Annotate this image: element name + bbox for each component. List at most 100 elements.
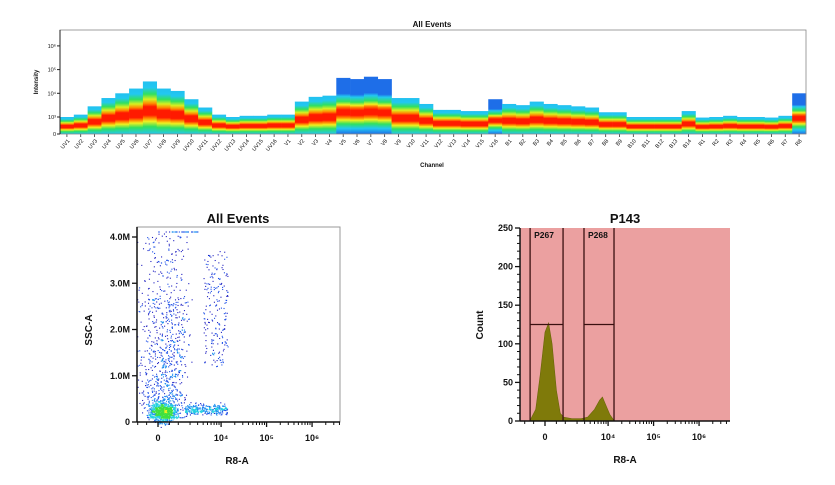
scatter-point xyxy=(157,413,159,415)
scatter-point xyxy=(175,388,177,390)
scatter-point xyxy=(173,313,175,315)
scatter-point xyxy=(160,400,162,402)
scatter-point xyxy=(139,374,141,376)
scatter-point xyxy=(225,275,227,277)
histogram-y-label: Count xyxy=(475,310,486,340)
scatter-point xyxy=(156,376,158,378)
scatter-point xyxy=(141,303,144,305)
scatter-point xyxy=(222,361,224,363)
scatter-point xyxy=(173,417,175,419)
histogram-y-tick-label: 0 xyxy=(508,416,513,426)
scatter-point xyxy=(167,406,169,408)
scatter-point xyxy=(171,326,173,328)
scatter-point xyxy=(168,318,170,320)
scatter-point xyxy=(165,418,167,420)
scatter-point xyxy=(166,412,168,415)
scatter-point xyxy=(177,301,179,303)
scatter-point xyxy=(218,408,220,410)
scatter-point xyxy=(175,304,177,306)
scatter-point xyxy=(184,399,186,401)
scatter-point xyxy=(163,350,166,352)
scatter-point xyxy=(151,414,153,416)
scatter-point xyxy=(173,395,175,397)
gate-p268[interactable]: P268 xyxy=(583,228,615,421)
scatter-point xyxy=(215,412,217,414)
scatter-point xyxy=(154,402,156,404)
scatter-point xyxy=(167,303,169,306)
scatter-point xyxy=(169,417,171,419)
scatter-point xyxy=(166,371,168,373)
channel-label: V15 xyxy=(475,138,486,149)
scatter-point xyxy=(209,254,211,257)
scatter-point xyxy=(158,409,160,411)
scatter-point xyxy=(156,414,158,416)
scatter-point xyxy=(148,419,150,421)
scatter-point xyxy=(168,344,170,346)
scatter-point xyxy=(168,404,170,407)
scatter-point xyxy=(172,415,174,417)
scatter-point xyxy=(146,373,148,375)
scatter-point xyxy=(181,348,183,350)
scatter-point xyxy=(164,408,166,411)
scatter-point xyxy=(173,385,175,387)
scatter-point xyxy=(167,401,170,403)
scatter-point xyxy=(176,410,178,412)
scatter-point xyxy=(187,405,189,407)
scatter-point xyxy=(153,241,155,243)
scatter-point xyxy=(139,372,141,374)
scatter-point xyxy=(178,322,180,324)
scatter-point xyxy=(176,309,178,311)
scatter-point xyxy=(167,338,169,340)
scatter-point xyxy=(156,406,158,408)
scatter-point xyxy=(165,316,167,318)
scatter-point xyxy=(157,379,159,382)
scatter-point xyxy=(216,366,218,368)
scatter-point xyxy=(179,311,181,313)
scatter-point xyxy=(158,405,160,408)
scatter-point xyxy=(155,400,157,402)
scatter-point xyxy=(158,393,160,395)
scatter-point xyxy=(182,349,184,351)
scatter-point xyxy=(156,301,158,303)
scatter-point xyxy=(173,269,176,271)
scatter-point xyxy=(213,289,215,291)
scatter-point xyxy=(175,406,177,409)
scatter-point xyxy=(192,410,194,413)
scatter-point xyxy=(151,341,153,343)
scatter-point xyxy=(171,253,173,255)
scatter-point xyxy=(150,344,152,346)
scatter-point xyxy=(222,328,224,330)
channel-label: UV1 xyxy=(60,138,71,150)
scatter-point xyxy=(194,410,196,412)
scatter-point xyxy=(189,410,191,412)
channel-label: V16 xyxy=(489,138,500,149)
scatter-point xyxy=(224,341,226,343)
scatter-point xyxy=(151,345,153,347)
scatter-point xyxy=(175,231,177,233)
gate-p267[interactable]: P267 xyxy=(529,228,564,421)
scatter-point xyxy=(162,417,164,419)
scatter-point xyxy=(222,350,224,352)
scatter-point xyxy=(156,378,158,380)
scatter-point xyxy=(162,349,164,351)
scatter-point xyxy=(170,356,172,358)
scatter-point xyxy=(203,410,205,412)
scatter-point xyxy=(185,302,187,304)
channel-label: B5 xyxy=(560,138,569,147)
scatter-point xyxy=(160,339,162,341)
scatter-point xyxy=(216,299,218,301)
scatter-point xyxy=(185,409,187,411)
scatter-point xyxy=(153,383,156,385)
scatter-point xyxy=(181,356,184,358)
scatter-point xyxy=(178,415,180,417)
scatter-point xyxy=(159,414,161,416)
scatter-point xyxy=(176,349,178,351)
scatter-point xyxy=(170,414,172,416)
scatter-point xyxy=(153,413,155,416)
scatter-point xyxy=(184,397,186,399)
scatter-point xyxy=(165,402,167,404)
scatter-point xyxy=(163,389,165,391)
scatter-point xyxy=(167,405,169,407)
scatter-point xyxy=(184,331,186,333)
scatter-point xyxy=(206,296,209,298)
